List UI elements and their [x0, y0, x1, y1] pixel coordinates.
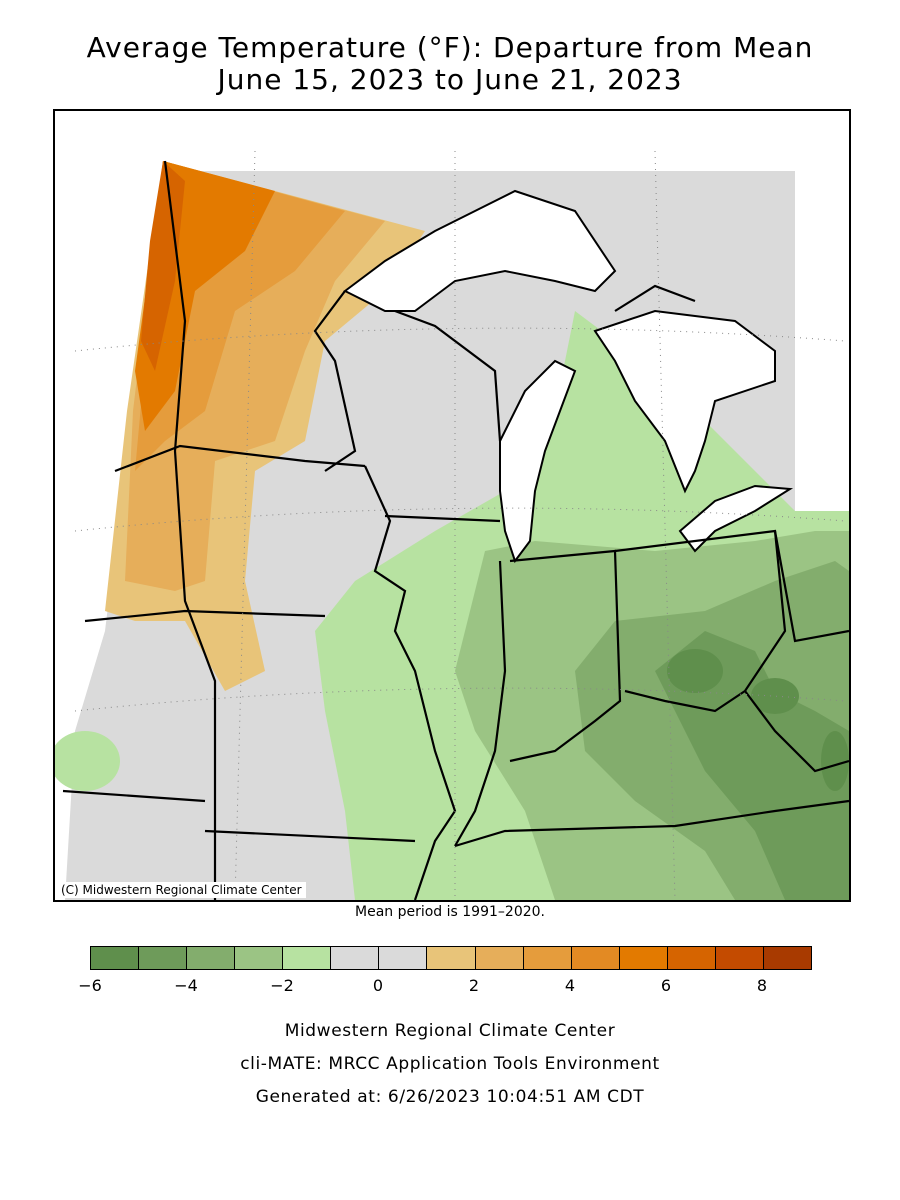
lake-huron [593, 309, 776, 494]
lake-superior [343, 189, 617, 312]
legend-swatch [91, 947, 140, 969]
legend-swatch [715, 947, 764, 969]
legend-tick-label: −4 [174, 976, 198, 995]
mean-period-note: Mean period is 1991–2020. [355, 904, 545, 920]
cool-anomaly-southwest [55, 731, 120, 791]
map-title: Average Temperature (°F): Departure from… [86, 31, 814, 64]
credit-generated-at: Generated at: 6/26/2023 10:04:51 AM CDT [255, 1087, 645, 1107]
credit-organization: Midwestern Regional Climate Center [284, 1021, 616, 1041]
legend-swatch [571, 947, 620, 969]
legend-swatch [619, 947, 668, 969]
cool-anomaly-east-4 [655, 631, 849, 900]
cool-anomaly-core-ohio [667, 649, 723, 693]
map-date-range: June 15, 2023 to June 21, 2023 [217, 63, 683, 96]
state-boundaries [62, 160, 849, 900]
map-outside-area [55, 111, 849, 511]
legend-tick-label: −2 [270, 976, 294, 995]
map-graticule [74, 150, 846, 900]
legend-tick-label: 4 [564, 976, 576, 995]
legend-swatch [427, 947, 476, 969]
cool-anomaly-core-wv [751, 678, 799, 714]
legend-tick-label: 8 [756, 976, 768, 995]
legend-swatch [331, 947, 380, 969]
lake-michigan [499, 359, 577, 564]
legend-swatch [235, 947, 284, 969]
legend-swatch [379, 947, 428, 969]
legend-tick-label: −6 [78, 976, 102, 995]
legend-swatch [667, 947, 716, 969]
warm-anomaly-west-5 [141, 161, 185, 371]
legend-swatch [139, 947, 188, 969]
legend-swatch [763, 947, 811, 969]
legend-tick-label: 2 [468, 976, 480, 995]
legend-tick-label: 0 [372, 976, 384, 995]
legend-swatch [475, 947, 524, 969]
temperature-map [55, 111, 849, 900]
lake-erie [678, 484, 794, 553]
map-outside-area-left [55, 161, 163, 900]
legend-swatch [523, 947, 572, 969]
copyright-label: (C) Midwestern Regional Climate Center [57, 882, 306, 898]
cool-anomaly-core-va [821, 731, 849, 791]
legend-tick-label: 6 [660, 976, 672, 995]
credit-tool: cli-MATE: MRCC Application Tools Environ… [240, 1054, 660, 1074]
legend-swatch [283, 947, 332, 969]
map-panel: (C) Midwestern Regional Climate Center [53, 109, 851, 902]
legend-swatch [187, 947, 236, 969]
legend-color-bar [90, 946, 812, 970]
color-legend: −6 −4 −2 0 2 4 6 8 [78, 946, 812, 995]
